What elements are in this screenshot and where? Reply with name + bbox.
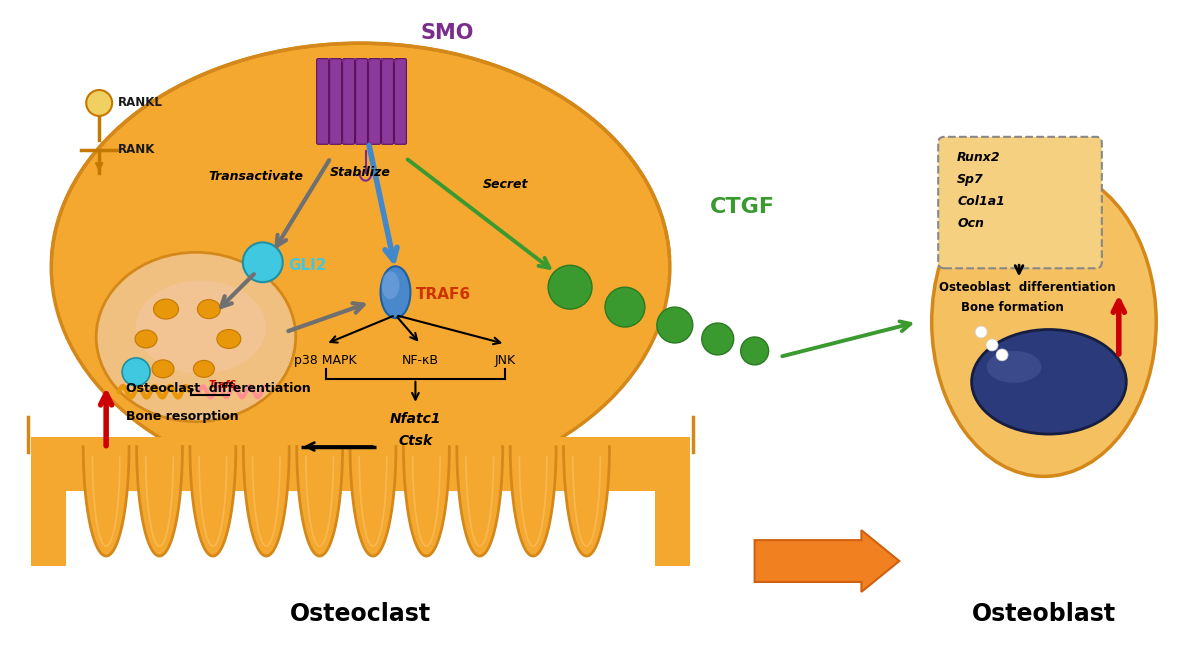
FancyBboxPatch shape <box>395 59 407 144</box>
Ellipse shape <box>154 299 179 319</box>
Ellipse shape <box>217 329 241 348</box>
Polygon shape <box>137 446 182 556</box>
FancyBboxPatch shape <box>317 59 329 144</box>
FancyBboxPatch shape <box>355 59 367 144</box>
Text: RANK: RANK <box>118 143 156 156</box>
Polygon shape <box>403 446 449 556</box>
Ellipse shape <box>152 360 174 378</box>
Bar <box>1 466 1199 666</box>
Text: Nfatc1: Nfatc1 <box>390 412 442 426</box>
Circle shape <box>548 265 592 309</box>
Text: Ctsk: Ctsk <box>398 434 432 448</box>
Ellipse shape <box>972 329 1127 434</box>
Text: Col1a1: Col1a1 <box>958 195 1006 208</box>
Ellipse shape <box>136 280 265 374</box>
Circle shape <box>656 307 692 343</box>
Text: Osteoblast  differentiation: Osteoblast differentiation <box>940 281 1116 293</box>
Text: CTGF: CTGF <box>709 197 775 217</box>
Circle shape <box>740 337 769 365</box>
Circle shape <box>986 339 998 351</box>
Bar <box>31 437 66 566</box>
Polygon shape <box>83 446 130 556</box>
Text: Runx2: Runx2 <box>958 151 1001 164</box>
Text: Bone formation: Bone formation <box>961 301 1064 313</box>
Polygon shape <box>244 446 289 556</box>
Bar <box>61 437 660 492</box>
Ellipse shape <box>136 330 157 348</box>
Circle shape <box>996 349 1008 361</box>
Text: Osteoblast: Osteoblast <box>972 602 1116 626</box>
Text: RANKL: RANKL <box>118 97 163 109</box>
Ellipse shape <box>380 266 410 318</box>
Bar <box>655 437 690 566</box>
Ellipse shape <box>52 43 670 492</box>
Circle shape <box>86 90 112 116</box>
Polygon shape <box>564 446 610 556</box>
Circle shape <box>242 242 283 282</box>
Polygon shape <box>510 446 556 556</box>
Ellipse shape <box>96 252 295 422</box>
FancyBboxPatch shape <box>938 137 1102 268</box>
Text: Secret: Secret <box>482 177 528 191</box>
Text: Osteoclast: Osteoclast <box>290 602 431 626</box>
Text: JNK: JNK <box>494 354 516 367</box>
Text: Stabilize: Stabilize <box>330 165 391 179</box>
Text: Transactivate: Transactivate <box>209 169 304 183</box>
Text: p38 MAPK: p38 MAPK <box>294 354 356 367</box>
Text: Sp7: Sp7 <box>958 173 984 186</box>
Circle shape <box>976 326 988 338</box>
Ellipse shape <box>382 271 400 299</box>
Circle shape <box>605 287 644 327</box>
FancyBboxPatch shape <box>330 59 342 144</box>
Text: SMO: SMO <box>420 23 474 43</box>
Ellipse shape <box>193 360 215 378</box>
FancyBboxPatch shape <box>382 59 394 144</box>
Text: Ocn: Ocn <box>958 217 984 230</box>
Text: TRAF6: TRAF6 <box>415 287 470 301</box>
Polygon shape <box>457 446 503 556</box>
Text: NF-κB: NF-κB <box>402 354 439 367</box>
Ellipse shape <box>198 299 221 319</box>
FancyBboxPatch shape <box>342 59 354 144</box>
Text: Traf6: Traf6 <box>209 380 236 390</box>
Polygon shape <box>296 446 342 556</box>
Ellipse shape <box>986 351 1042 383</box>
FancyArrow shape <box>755 530 899 592</box>
FancyBboxPatch shape <box>368 59 380 144</box>
Text: Osteoclast  differentiation: Osteoclast differentiation <box>126 382 311 396</box>
Bar <box>314 126 408 151</box>
Polygon shape <box>350 446 396 556</box>
Text: Bone resorption: Bone resorption <box>126 410 239 423</box>
Text: GLI2: GLI2 <box>289 257 328 273</box>
Circle shape <box>122 358 150 386</box>
Ellipse shape <box>931 167 1157 476</box>
Polygon shape <box>190 446 236 556</box>
Circle shape <box>702 323 733 355</box>
